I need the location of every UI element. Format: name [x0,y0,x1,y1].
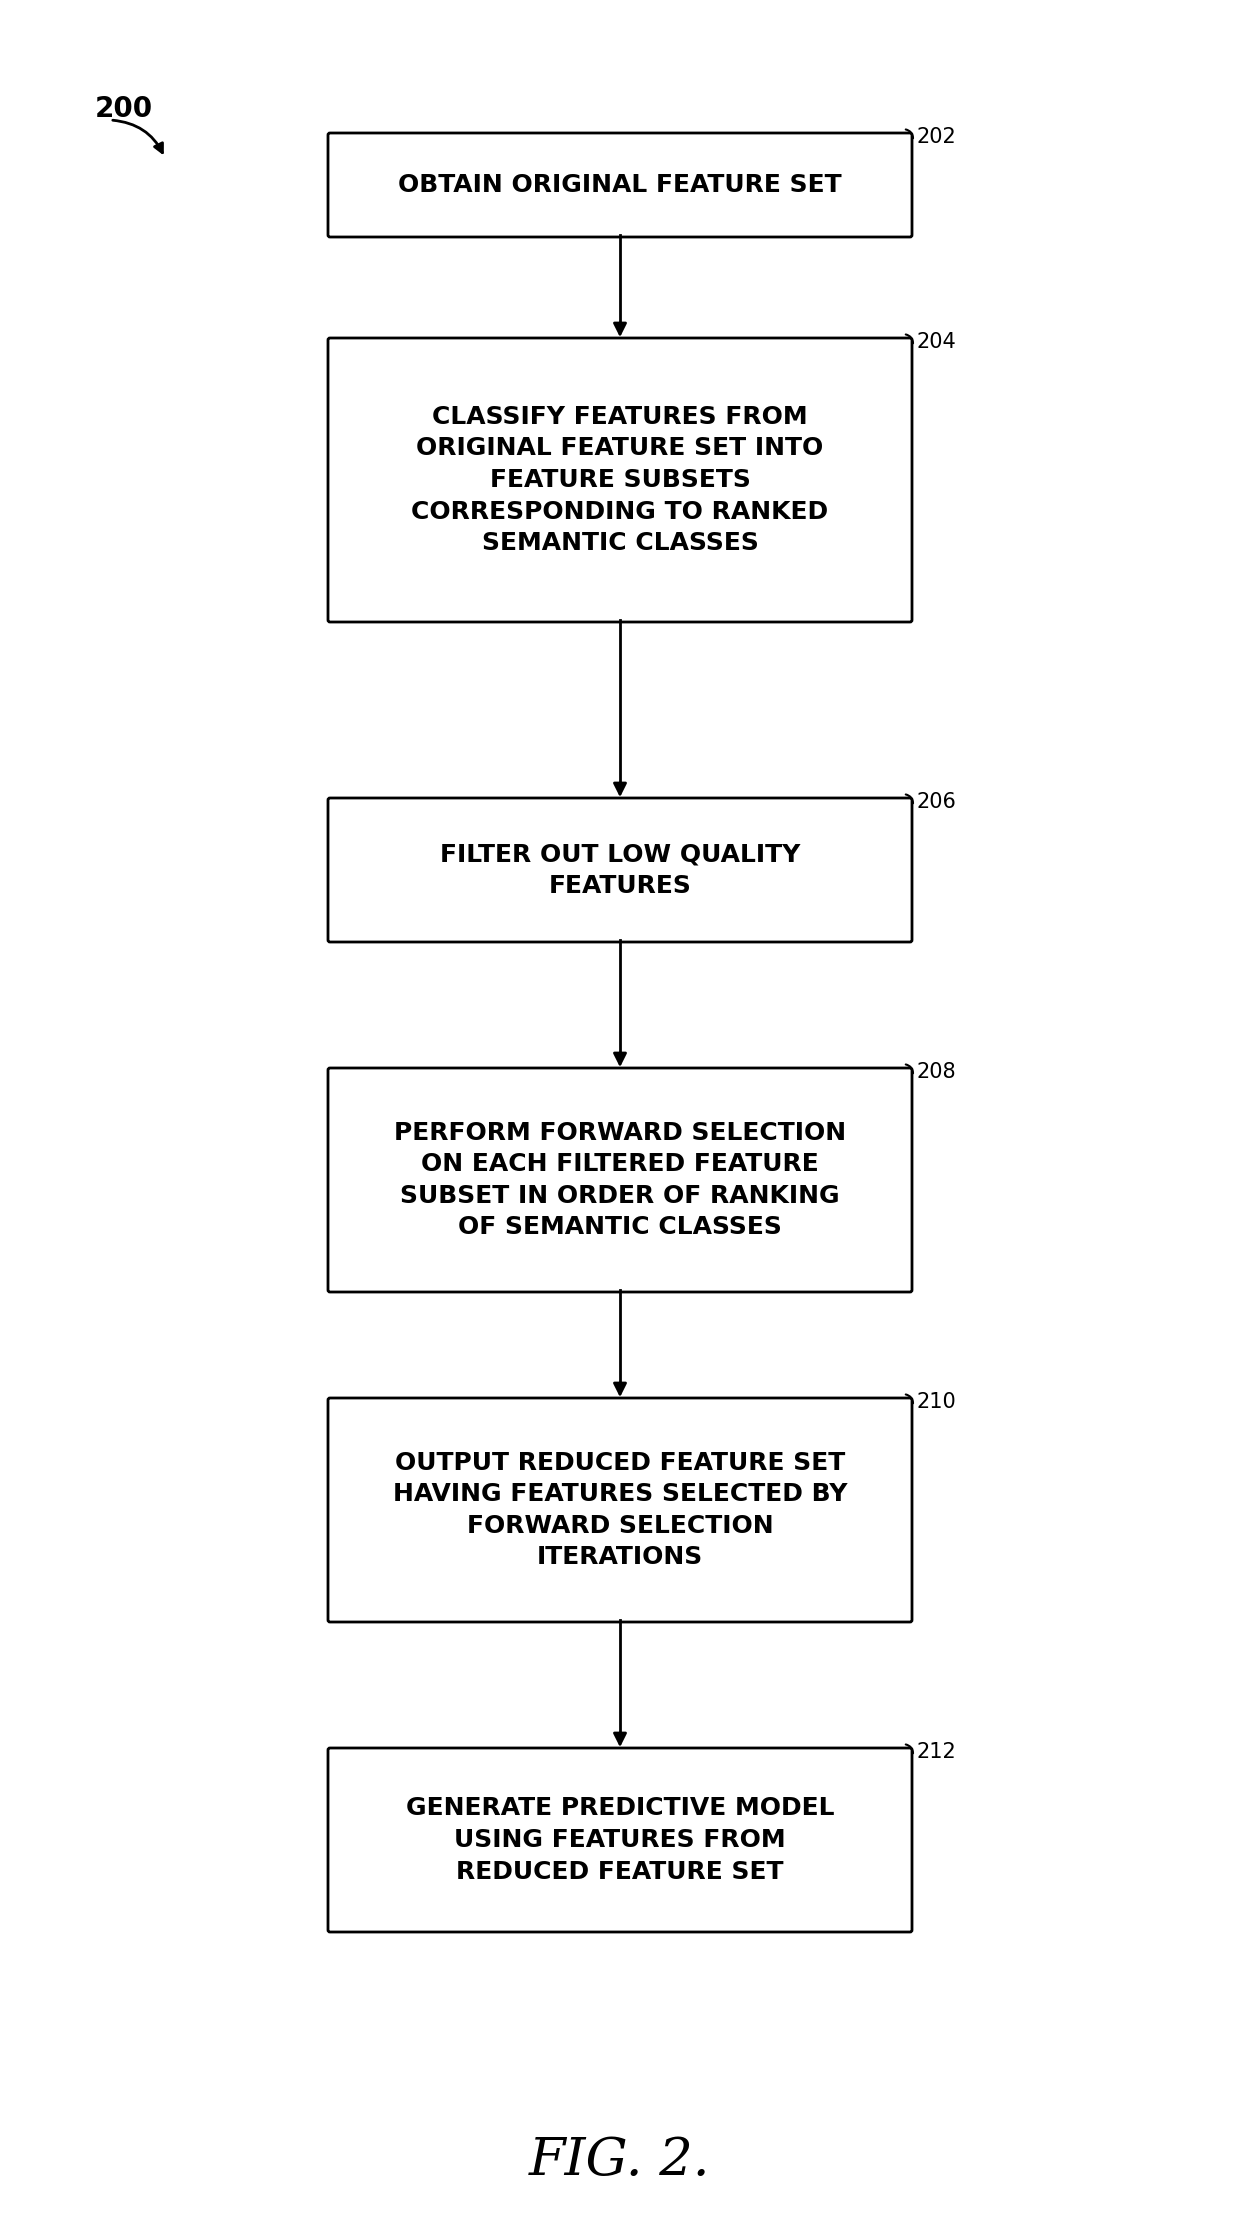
Text: GENERATE PREDICTIVE MODEL
USING FEATURES FROM
REDUCED FEATURE SET: GENERATE PREDICTIVE MODEL USING FEATURES… [405,1796,835,1884]
Text: 206: 206 [918,793,957,813]
Text: 208: 208 [918,1062,956,1082]
FancyBboxPatch shape [329,1747,911,1931]
Text: 210: 210 [918,1391,957,1411]
Text: 200: 200 [95,94,153,123]
Text: OBTAIN ORIGINAL FEATURE SET: OBTAIN ORIGINAL FEATURE SET [398,172,842,197]
Text: 204: 204 [918,332,957,352]
Text: FIG. 2.: FIG. 2. [529,2135,711,2186]
FancyBboxPatch shape [329,797,911,943]
FancyBboxPatch shape [329,1068,911,1292]
FancyBboxPatch shape [329,132,911,237]
Text: PERFORM FORWARD SELECTION
ON EACH FILTERED FEATURE
SUBSET IN ORDER OF RANKING
OF: PERFORM FORWARD SELECTION ON EACH FILTER… [394,1120,846,1239]
Text: OUTPUT REDUCED FEATURE SET
HAVING FEATURES SELECTED BY
FORWARD SELECTION
ITERATI: OUTPUT REDUCED FEATURE SET HAVING FEATUR… [393,1452,847,1570]
Text: CLASSIFY FEATURES FROM
ORIGINAL FEATURE SET INTO
FEATURE SUBSETS
CORRESPONDING T: CLASSIFY FEATURES FROM ORIGINAL FEATURE … [412,405,828,556]
Text: 212: 212 [918,1743,957,1763]
Text: FILTER OUT LOW QUALITY
FEATURES: FILTER OUT LOW QUALITY FEATURES [440,842,800,898]
FancyBboxPatch shape [329,338,911,623]
FancyBboxPatch shape [329,1398,911,1622]
Text: 202: 202 [918,128,957,148]
